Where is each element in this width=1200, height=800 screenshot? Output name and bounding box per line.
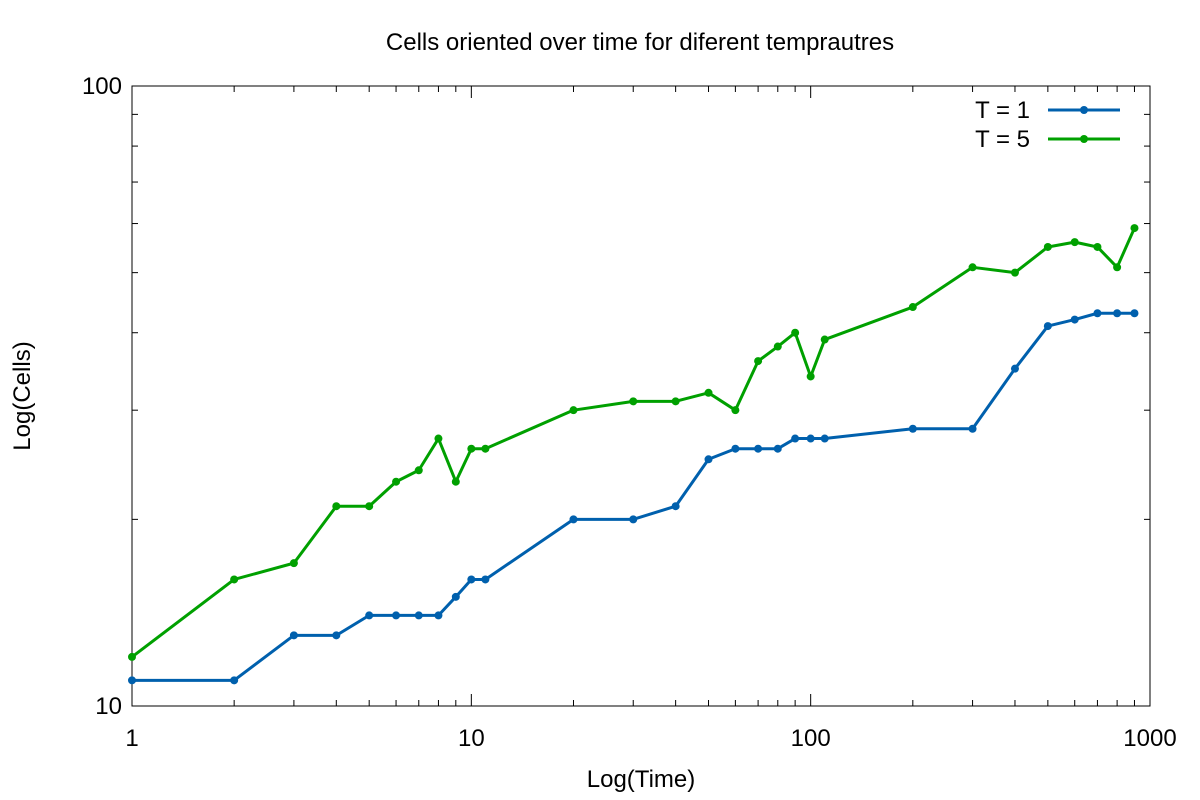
chart-title: Cells oriented over time for diferent te… [386,29,894,56]
data-point [414,611,423,620]
data-point [1043,322,1052,331]
minor-ticks [132,86,1150,706]
data-point [569,515,578,524]
data-point [451,477,460,486]
data-point [481,575,490,584]
data-point [467,575,476,584]
data-point [467,444,476,453]
data-point [332,502,341,511]
legend-item: T = 5 [975,126,1120,153]
x-tick-label: 1000 [1123,725,1176,752]
data-point [806,372,815,381]
data-point [392,611,401,620]
data-point [1130,224,1139,233]
y-tick-label: 100 [82,73,122,100]
data-point [820,335,829,344]
data-point [481,444,490,453]
series-2 [128,224,1139,661]
legend: T = 1T = 5 [975,97,1120,153]
data-point [791,328,800,337]
legend-marker [1080,135,1088,143]
data-point [629,397,638,406]
data-point [773,444,782,453]
data-point [230,676,239,685]
data-point [434,611,443,620]
data-point [731,406,740,415]
data-point [1113,263,1122,272]
data-point [754,444,763,453]
data-point [671,397,680,406]
data-point [1070,315,1079,324]
legend-label: T = 5 [975,126,1030,153]
data-point [908,303,917,312]
data-point [1070,238,1079,247]
series-1 [128,309,1139,685]
data-point [773,342,782,351]
data-point [414,466,423,475]
data-point [392,477,401,486]
plot-frame [131,85,1151,707]
data-point [754,357,763,366]
data-point [1093,309,1102,318]
data-point [968,424,977,433]
data-point [629,515,638,524]
data-point [1130,309,1139,318]
data-point [128,676,136,685]
x-tick-label: 1 [125,725,138,752]
data-point [1010,364,1019,373]
data-point [332,631,341,640]
data-point [731,444,740,453]
data-point [820,434,829,443]
x-tick-label: 100 [791,725,831,752]
data-point [365,611,374,620]
legend-marker [1080,106,1088,114]
data-point [434,434,443,443]
y-tick-label: 10 [95,693,122,720]
x-axis-label: Log(Time) [587,766,695,793]
data-point [1010,268,1019,277]
data-point [230,575,239,584]
data-point [451,592,460,601]
data-point [1113,309,1122,318]
data-point [791,434,800,443]
y-axis-label: Log(Cells) [9,341,36,450]
data-point [704,455,713,464]
data-point [671,502,680,511]
major-ticks [131,85,1151,707]
data-point [1043,242,1052,251]
data-point [365,502,374,511]
data-point [968,263,977,272]
data-point [704,388,713,397]
data-point [1093,242,1102,251]
data-point [289,559,298,568]
data-point [289,631,298,640]
data-point [908,424,917,433]
legend-item: T = 1 [975,97,1120,124]
x-tick-label: 10 [458,725,485,752]
data-point [569,406,578,415]
legend-label: T = 1 [975,97,1030,124]
data-point [806,434,815,443]
series-line [131,227,1136,659]
series-layer [128,224,1139,685]
data-point [128,652,136,661]
series-line [132,311,1135,682]
